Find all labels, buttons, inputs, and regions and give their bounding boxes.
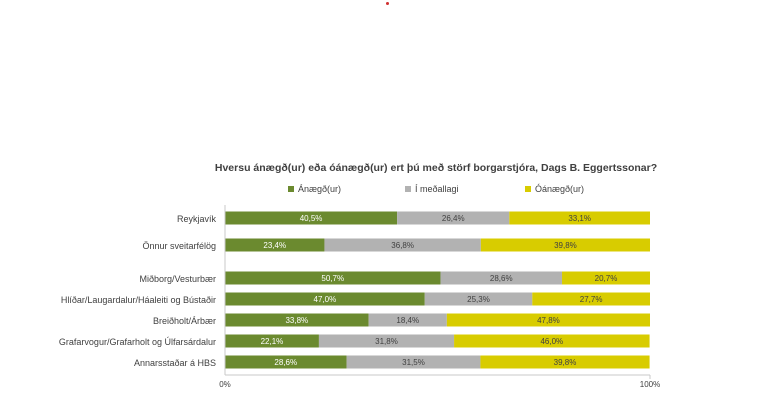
data-label: 27,7%	[580, 295, 603, 304]
category-label: Reykjavík	[177, 214, 217, 224]
bar-segment	[225, 292, 425, 306]
category-label: Hlíðar/Laugardalur/Háaleiti og Bústaðir	[61, 295, 216, 305]
data-label: 23,4%	[263, 241, 286, 250]
legend-swatch-1	[288, 186, 294, 192]
bar-segment	[368, 313, 447, 327]
bar-segment	[225, 313, 369, 327]
bar-segment	[318, 334, 455, 348]
legend: Ánægð(ur) Í meðallagi Óánægð(ur)	[288, 184, 584, 194]
legend-swatch-3	[525, 186, 531, 192]
data-label: 31,5%	[402, 358, 425, 367]
bar-segment	[424, 292, 533, 306]
bar-segment	[225, 355, 347, 369]
data-label: 50,7%	[321, 274, 344, 283]
x-tick-label: 100%	[640, 380, 660, 389]
legend-label-2: Í meðallagi	[415, 184, 459, 194]
data-label: 18,4%	[396, 316, 419, 325]
data-label: 47,8%	[537, 316, 560, 325]
data-label: 47,0%	[314, 295, 337, 304]
bar-segment	[480, 355, 650, 369]
data-label: 33,8%	[285, 316, 308, 325]
bar-segment	[509, 211, 650, 225]
bar-segment	[454, 334, 650, 348]
category-label: Miðborg/Vesturbær	[139, 274, 216, 284]
bar-segment	[225, 211, 398, 225]
bar-segment	[346, 355, 481, 369]
data-label: 25,3%	[467, 295, 490, 304]
category-label: Önnur sveitarfélög	[142, 241, 216, 251]
legend-label-1: Ánægð(ur)	[298, 184, 341, 194]
data-label: 39,8%	[554, 241, 577, 250]
data-label: 28,6%	[274, 358, 297, 367]
category-label: Breiðholt/Árbær	[153, 316, 216, 326]
bar-segment	[480, 238, 650, 252]
bar-segment	[324, 238, 481, 252]
bar-segment	[532, 292, 650, 306]
bar-segment	[446, 313, 650, 327]
data-label: 22,1%	[261, 337, 284, 346]
chart-title: Hversu ánægð(ur) eða óánægð(ur) ert þú m…	[215, 162, 657, 174]
legend-swatch-2	[405, 186, 411, 192]
data-label: 40,5%	[300, 214, 323, 223]
bar-segment	[440, 271, 563, 285]
category-label: Annarsstaðar á HBS	[134, 358, 216, 368]
legend-label-3: Óánægð(ur)	[535, 184, 584, 194]
data-label: 28,6%	[490, 274, 513, 283]
bar-segment	[397, 211, 510, 225]
data-label: 26,4%	[442, 214, 465, 223]
data-label: 20,7%	[595, 274, 618, 283]
bars: Reykjavík 40,5% 26,4% 33,1% Önnur sveitarfél…	[59, 211, 650, 369]
category-label: Grafarvogur/Grafarholt og Úlfarsárdalur	[59, 337, 216, 347]
data-label: 39,8%	[554, 358, 577, 367]
x-axis: 0% 100%	[219, 205, 660, 389]
bar-segment	[225, 271, 441, 285]
data-label: 46,0%	[540, 337, 563, 346]
data-label: 31,8%	[375, 337, 398, 346]
data-label: 33,1%	[568, 214, 591, 223]
bar-segment	[225, 334, 319, 348]
data-label: 36,8%	[391, 241, 414, 250]
x-tick-label: 0%	[219, 380, 231, 389]
bar-segment	[562, 271, 650, 285]
red-dot-marker	[386, 2, 389, 5]
bar-segment	[225, 238, 325, 252]
